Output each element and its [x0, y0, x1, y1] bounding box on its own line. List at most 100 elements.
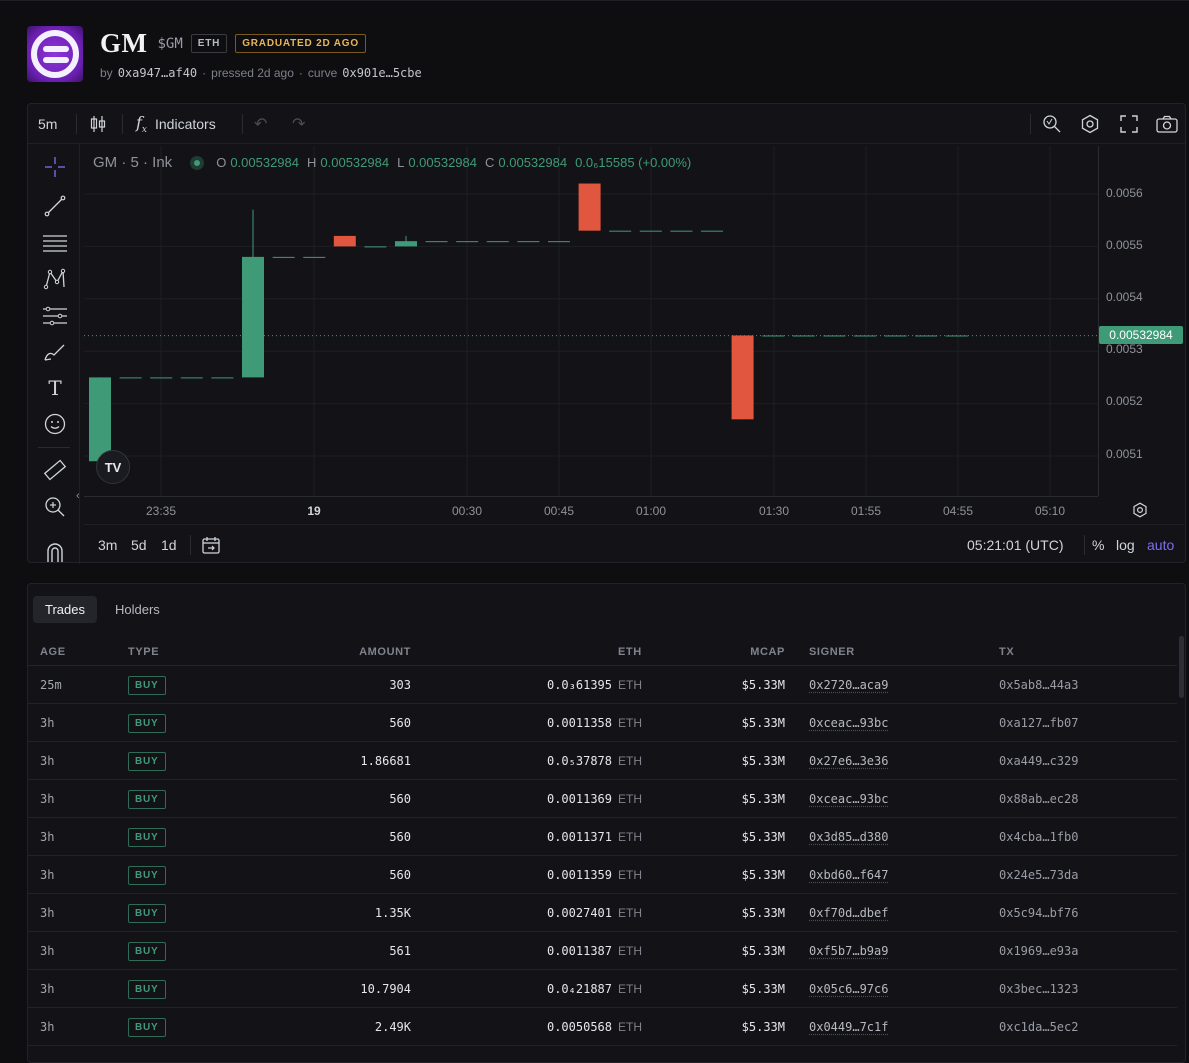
- trade-signer[interactable]: 0x27e6…3e36: [809, 754, 888, 768]
- zoom-in-icon[interactable]: [42, 494, 68, 520]
- trades-panel: Trades Holders AGE TYPE AMOUNT ETH MCAP …: [27, 583, 1186, 1063]
- trade-eth-unit: ETH: [618, 716, 642, 730]
- col-tx[interactable]: TX: [999, 646, 1014, 658]
- table-row[interactable]: 3h BUY 2.49K 0.0050568 ETH $5.33M 0x0449…7c1f 0…: [28, 1008, 1177, 1046]
- trade-tx-link[interactable]: 0x24e5…73da: [999, 868, 1078, 882]
- range-5d-button[interactable]: 5d: [131, 525, 147, 565]
- trade-tx-link[interactable]: 0x88ab…ec28: [999, 792, 1078, 806]
- candlestick-chart[interactable]: [84, 146, 1098, 496]
- table-row[interactable]: 3h BUY 560 0.0011358 ETH $5.33M 0xceac…93bc 0xa…: [28, 704, 1177, 742]
- trade-signer[interactable]: 0xf70d…dbef: [809, 906, 888, 920]
- text-tool-icon[interactable]: T: [42, 375, 68, 401]
- trade-eth: 0.0011358: [547, 716, 612, 730]
- creator-address[interactable]: 0xa947…af40: [118, 66, 197, 80]
- status-badge: GRADUATED 2D AGO: [235, 34, 366, 53]
- indicators-button[interactable]: fx Indicators: [136, 104, 216, 144]
- log-scale-button[interactable]: log: [1116, 525, 1135, 565]
- axis-settings-icon[interactable]: [1132, 502, 1148, 523]
- brush-icon[interactable]: [42, 339, 68, 365]
- undo-icon[interactable]: ↶: [254, 104, 267, 144]
- candle-body: [487, 241, 509, 242]
- range-1d-button[interactable]: 1d: [161, 525, 177, 565]
- table-row[interactable]: 3h BUY 560 0.0011359 ETH $5.33M 0xbd60…f647 0x2…: [28, 856, 1177, 894]
- trade-signer[interactable]: 0x2720…aca9: [809, 678, 888, 692]
- candle-body: [732, 335, 754, 419]
- fib-retracement-icon[interactable]: [42, 230, 68, 256]
- trade-mcap: $5.33M: [742, 1020, 785, 1034]
- table-row[interactable]: 25m BUY 303 0.0₃61395 ETH $5.33M 0x2720…aca9 0x…: [28, 666, 1177, 704]
- col-amount[interactable]: AMOUNT: [359, 646, 411, 658]
- trade-signer[interactable]: 0xbd60…f647: [809, 868, 888, 882]
- trade-signer[interactable]: 0x05c6…97c6: [809, 982, 888, 996]
- tradingview-logo-icon[interactable]: TV: [96, 450, 130, 484]
- col-age[interactable]: AGE: [40, 646, 66, 658]
- trade-age: 3h: [40, 944, 54, 958]
- trade-tx-link[interactable]: 0xc1da…5ec2: [999, 1020, 1078, 1034]
- trend-line-icon[interactable]: [42, 193, 68, 219]
- col-eth[interactable]: ETH: [618, 646, 642, 658]
- price-axis[interactable]: 0.00532984 0.0056 0.0055 0.0054 0.0053 0.005…: [1098, 146, 1186, 496]
- trade-tx-link[interactable]: 0xa127…fb07: [999, 716, 1078, 730]
- trade-tx-link[interactable]: 0x1969…e93a: [999, 944, 1078, 958]
- time-tick-label: 01:30: [759, 504, 789, 518]
- percent-scale-button[interactable]: %: [1092, 525, 1104, 565]
- table-row[interactable]: 3h BUY 10.7904 0.0₄21887 ETH $5.33M 0x05c6…97c…: [28, 970, 1177, 1008]
- curve-address[interactable]: 0x901e…5cbe: [342, 66, 421, 80]
- col-type[interactable]: TYPE: [128, 646, 159, 658]
- col-signer[interactable]: SIGNER: [809, 646, 855, 658]
- chart-panel: 5m fx Indicators ↶ ↷: [27, 103, 1186, 563]
- table-scrollbar[interactable]: [1179, 636, 1184, 698]
- table-row[interactable]: 3h BUY 1.86681 0.0₅37878 ETH $5.33M 0x27e6…3e3…: [28, 742, 1177, 780]
- trade-signer[interactable]: 0xceac…93bc: [809, 792, 888, 806]
- trade-tx-link[interactable]: 0x5c94…bf76: [999, 906, 1078, 920]
- candle-style-icon[interactable]: [90, 104, 106, 144]
- forecast-icon[interactable]: [42, 303, 68, 329]
- candle-body: [793, 335, 815, 336]
- range-3m-button[interactable]: 3m: [98, 525, 117, 565]
- token-header: GM $GM ETH GRADUATED 2D AGO by 0xa947…af…: [27, 26, 1177, 86]
- trade-mcap: $5.33M: [742, 906, 785, 920]
- trade-type-badge: BUY: [128, 828, 166, 847]
- date-range-icon[interactable]: [201, 525, 221, 565]
- candle-body: [548, 241, 570, 242]
- table-row[interactable]: 3h BUY 561 0.0011387 ETH $5.33M 0xf5b7…b9a9 0x1…: [28, 932, 1177, 970]
- utc-clock[interactable]: 05:21:01 (UTC): [967, 525, 1063, 565]
- trade-mcap: $5.33M: [742, 754, 785, 768]
- trade-tx-link[interactable]: 0x3bec…1323: [999, 982, 1078, 996]
- table-row[interactable]: 3h BUY 560 0.0011371 ETH $5.33M 0x3d85…d380 0x4…: [28, 818, 1177, 856]
- trade-mcap: $5.33M: [742, 792, 785, 806]
- redo-icon[interactable]: ↷: [292, 104, 305, 144]
- magnet-icon[interactable]: [42, 540, 68, 566]
- tab-trades[interactable]: Trades: [33, 596, 97, 623]
- time-axis[interactable]: 23:35 19 00:30 00:45 01:00 01:30 01:55 04:55 05:…: [84, 496, 1098, 524]
- settings-icon[interactable]: [1080, 104, 1100, 144]
- interval-button[interactable]: 5m: [38, 104, 57, 144]
- trade-tx-link[interactable]: 0xa449…c329: [999, 754, 1078, 768]
- collapse-toolbar-icon[interactable]: ‹: [76, 490, 80, 502]
- table-row[interactable]: 3h BUY 560 0.0011369 ETH $5.33M 0xceac…93bc 0x8…: [28, 780, 1177, 818]
- quick-search-icon[interactable]: [1042, 104, 1062, 144]
- candle-body: [364, 246, 386, 247]
- trade-tx-link[interactable]: 0x4cba…1fb0: [999, 830, 1078, 844]
- ruler-icon[interactable]: [42, 457, 68, 483]
- camera-icon[interactable]: [1156, 104, 1178, 144]
- auto-scale-button[interactable]: auto: [1147, 525, 1174, 565]
- tab-holders[interactable]: Holders: [103, 596, 172, 623]
- pattern-icon[interactable]: [42, 266, 68, 292]
- trade-signer[interactable]: 0x0449…7c1f: [809, 1020, 888, 1034]
- trade-signer[interactable]: 0xf5b7…b9a9: [809, 944, 888, 958]
- table-row[interactable]: 3h BUY 1.35K 0.0027401 ETH $5.33M 0xf70d…dbef 0…: [28, 894, 1177, 932]
- trade-eth: 0.0₄21887: [547, 982, 612, 996]
- trade-signer[interactable]: 0xceac…93bc: [809, 716, 888, 730]
- crosshair-icon[interactable]: [42, 154, 68, 180]
- fullscreen-icon[interactable]: [1120, 104, 1138, 144]
- candle-body: [120, 377, 142, 378]
- price-tick-label: 0.0053: [1106, 342, 1143, 356]
- trade-signer[interactable]: 0x3d85…d380: [809, 830, 888, 844]
- time-tick-label: 05:10: [1035, 504, 1065, 518]
- trade-eth-unit: ETH: [618, 830, 642, 844]
- emoji-icon[interactable]: [42, 411, 68, 437]
- col-mcap[interactable]: MCAP: [750, 646, 785, 658]
- trade-tx-link[interactable]: 0x5ab8…44a3: [999, 678, 1078, 692]
